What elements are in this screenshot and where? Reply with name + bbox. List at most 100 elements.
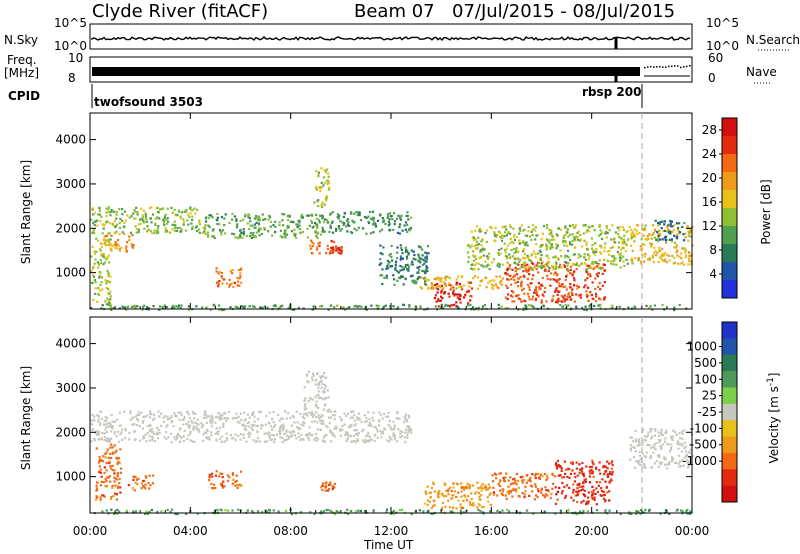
range-cell: [540, 257, 543, 260]
range-cell: [113, 480, 116, 483]
range-cell: [559, 263, 562, 266]
range-cell: [549, 284, 552, 287]
range-cell: [106, 269, 109, 272]
range-cell: [652, 232, 655, 235]
range-cell: [509, 483, 513, 486]
range-cell: [318, 186, 321, 189]
range-cell: [505, 497, 508, 500]
range-cell: [251, 224, 254, 227]
range-cell: [133, 209, 136, 212]
range-cell: [554, 486, 557, 489]
range-cell: [135, 231, 138, 234]
range-cell: [389, 228, 392, 232]
colorbar-swatch: [722, 190, 737, 209]
range-cell: [564, 226, 567, 229]
range-cell: [396, 279, 399, 282]
range-cell: [528, 478, 532, 481]
range-cell: [659, 221, 662, 224]
range-cell: [661, 220, 664, 223]
range-cell: [310, 247, 313, 250]
range-cell: [552, 278, 555, 281]
range-cell: [155, 231, 159, 234]
range-cell: [568, 241, 572, 244]
range-cell: [516, 479, 520, 483]
range-cell: [435, 300, 438, 303]
range-cell: [368, 440, 371, 443]
range-cell: [685, 450, 688, 453]
range-cell: [556, 299, 559, 302]
range-cell: [467, 495, 470, 498]
range-cell: [423, 308, 426, 311]
range-cell: [404, 221, 408, 224]
range-cell: [373, 221, 376, 224]
range-cell: [512, 482, 515, 485]
range-cell: [399, 244, 402, 247]
range-cell: [460, 286, 463, 289]
range-cell: [198, 219, 201, 222]
range-cell: [534, 288, 537, 291]
range-cell: [389, 215, 393, 218]
range-cell: [130, 215, 133, 218]
range-cell: [644, 439, 647, 442]
range-cell: [670, 435, 673, 439]
range-cell: [97, 461, 101, 464]
range-cell: [109, 446, 112, 449]
range-cell: [381, 268, 384, 271]
velocity-colorbar-unit-rest: ]: [767, 373, 781, 378]
range-cell: [542, 295, 545, 298]
range-cell: [658, 439, 661, 442]
range-cell: [279, 430, 282, 433]
scatter-region: [90, 303, 688, 312]
range-cell: [410, 512, 413, 516]
range-cell: [232, 437, 235, 440]
range-cell: [501, 234, 504, 237]
range-cell: [235, 416, 238, 420]
range-cell: [536, 293, 539, 297]
range-cell: [317, 394, 320, 397]
colorbar-swatch: [722, 322, 737, 339]
range-cell: [94, 211, 97, 214]
range-cell: [507, 479, 510, 482]
range-cell: [326, 489, 329, 492]
range-cell: [312, 242, 315, 245]
range-cell: [571, 293, 574, 296]
range-cell: [111, 222, 114, 225]
range-cell: [356, 305, 359, 308]
range-cell: [545, 238, 548, 241]
range-cell: [458, 298, 461, 301]
range-cell: [325, 199, 328, 202]
range-cell: [290, 230, 293, 233]
range-cell: [503, 231, 507, 234]
range-cell: [95, 237, 98, 240]
range-cell: [600, 252, 603, 255]
range-cell: [219, 508, 222, 511]
scatter-region: [90, 237, 112, 306]
range-cell: [346, 218, 350, 221]
range-cell: [125, 245, 128, 248]
range-cell: [424, 490, 427, 493]
range-cell: [95, 495, 98, 498]
range-cell: [653, 251, 656, 255]
range-cell: [511, 268, 514, 271]
range-cell: [207, 224, 210, 227]
range-cell: [566, 264, 569, 267]
range-cell: [669, 230, 672, 233]
range-cell: [558, 486, 561, 489]
range-cell: [331, 251, 334, 254]
range-cell: [326, 244, 329, 247]
range-cell: [449, 288, 452, 291]
range-cell: [453, 303, 456, 306]
range-cell: [104, 241, 107, 244]
range-cell: [540, 244, 543, 247]
range-cell: [547, 269, 550, 272]
range-cell: [535, 472, 538, 475]
range-cell: [95, 487, 98, 490]
colorbar-swatch: [722, 172, 737, 191]
range-cell: [673, 256, 676, 259]
range-cell: [658, 456, 661, 459]
range-cell: [363, 414, 366, 417]
range-cell: [637, 510, 640, 513]
range-cell: [507, 492, 510, 495]
range-cell: [182, 221, 185, 224]
range-cell: [187, 420, 190, 424]
